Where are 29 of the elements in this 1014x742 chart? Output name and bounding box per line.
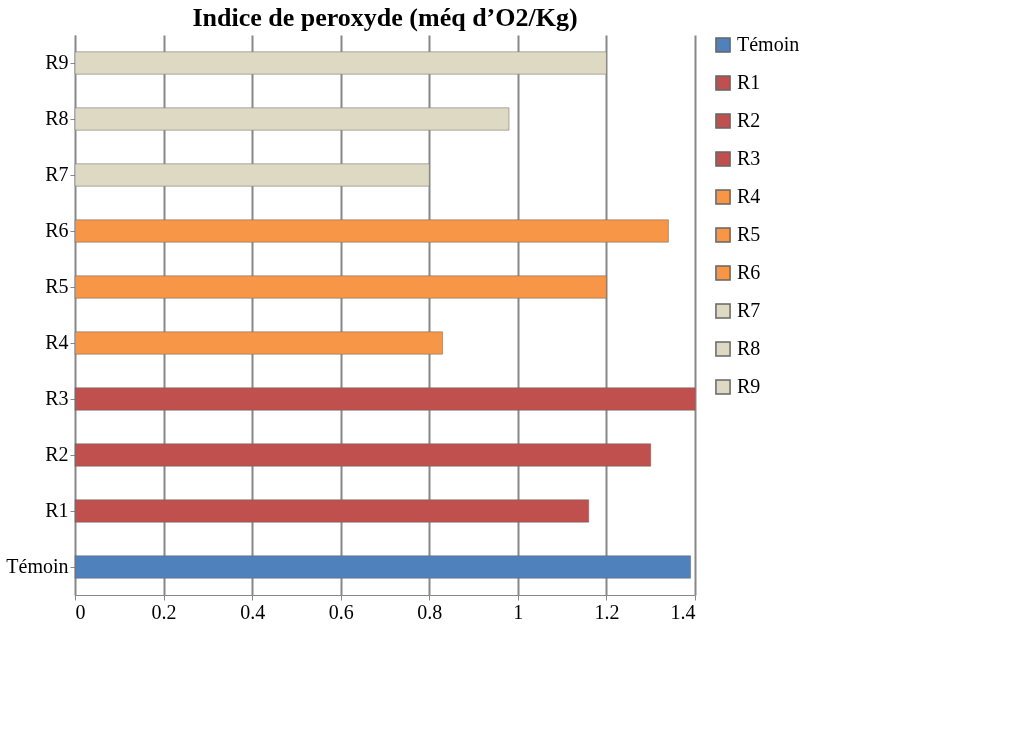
legend-label: R5: [737, 223, 761, 245]
y-tick-label: R6: [45, 219, 69, 241]
y-tick-label: R1: [45, 499, 69, 521]
legend-label: R7: [737, 299, 761, 321]
legend-label: R9: [737, 375, 761, 397]
y-tick-label: R4: [45, 331, 69, 353]
y-tick-label: R3: [45, 387, 69, 409]
chart-title: Indice de peroxyde (méq d’O2/Kg): [192, 3, 578, 32]
y-tick-label: R5: [45, 275, 69, 297]
legend-label: R3: [737, 147, 761, 169]
x-tick-label: 1: [513, 600, 524, 623]
x-tick-label: 1.4: [670, 600, 696, 623]
y-tick-label: R8: [45, 107, 69, 129]
x-tick-label: 0: [75, 600, 86, 623]
legend-label: R4: [737, 185, 761, 207]
y-tick-label: R7: [45, 163, 69, 185]
legend-label: R2: [737, 109, 761, 131]
legend-label: Témoin: [737, 33, 800, 55]
legend-label: R1: [737, 71, 761, 93]
x-tick-label: 0.2: [151, 600, 177, 623]
legend-label: R6: [737, 261, 761, 283]
y-tick-label: R9: [45, 51, 69, 73]
legend-label: R8: [737, 337, 761, 359]
x-tick-label: 0.4: [240, 600, 266, 623]
x-tick-label: 0.6: [328, 600, 354, 623]
x-tick-label: 0.8: [417, 600, 443, 623]
y-tick-label: R2: [45, 443, 69, 465]
y-tick-label: Témoin: [6, 555, 69, 577]
x-tick-label: 1.2: [594, 600, 620, 623]
